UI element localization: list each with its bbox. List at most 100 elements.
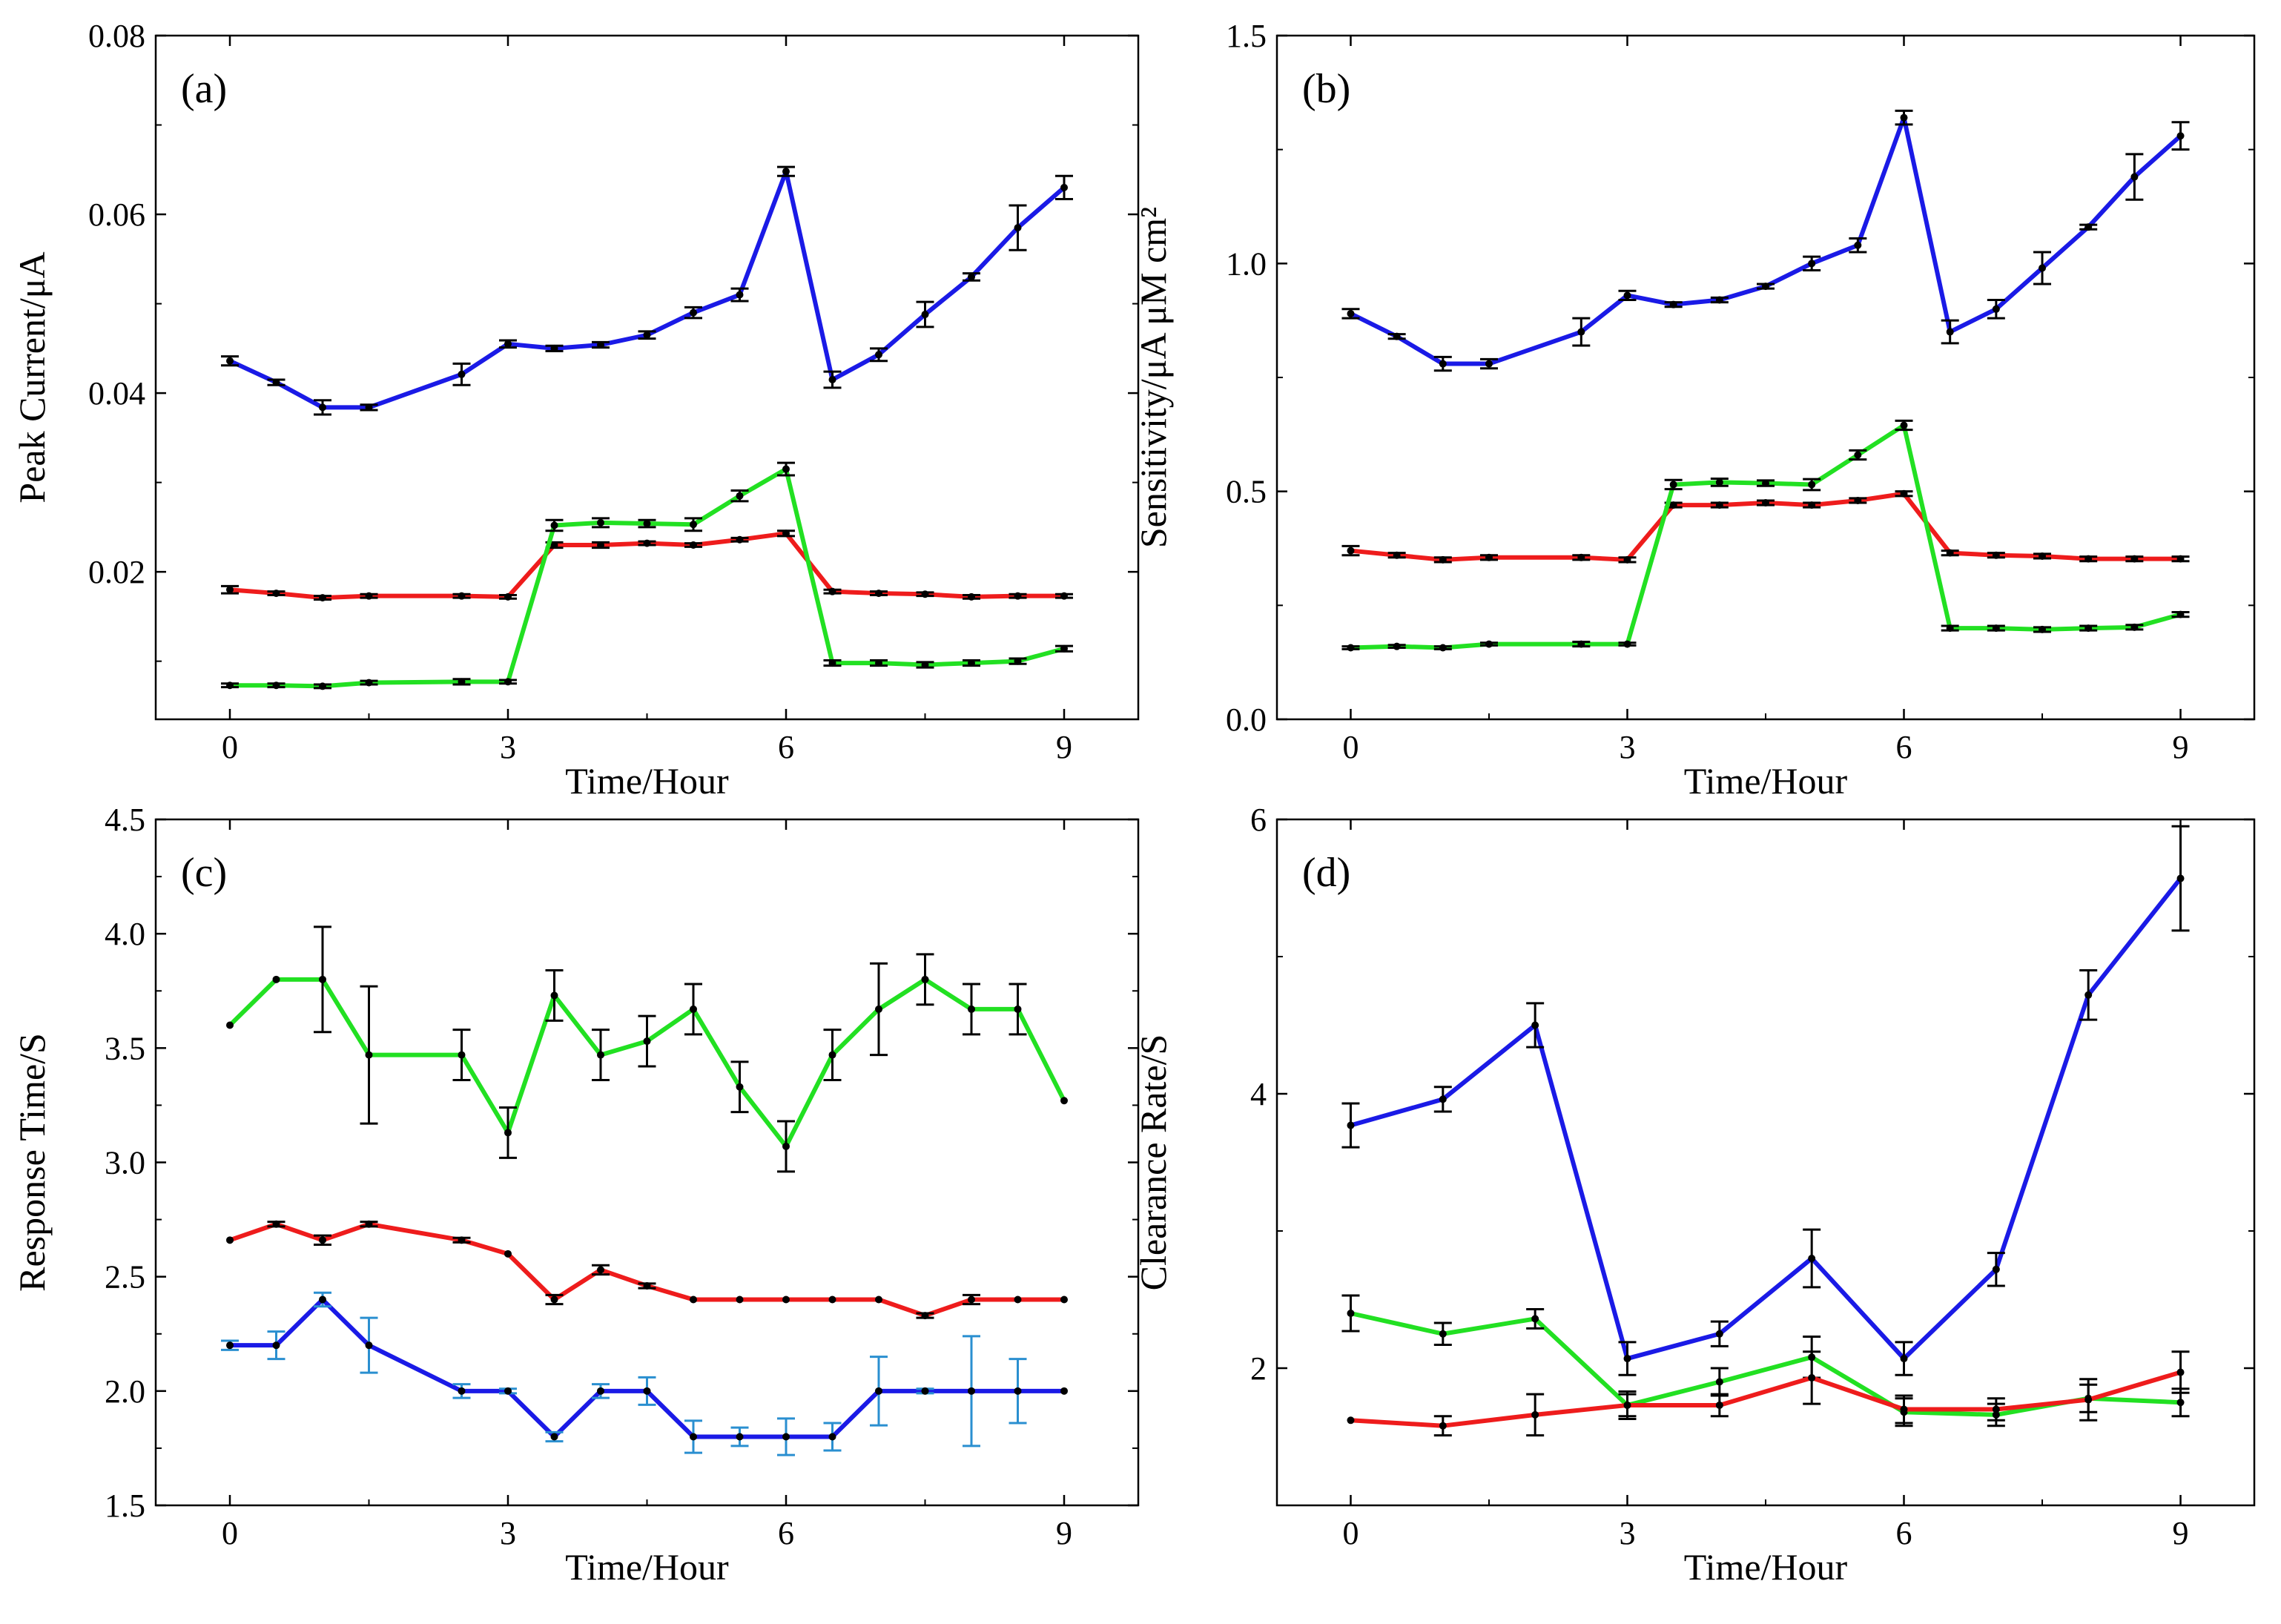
x-axis-title: Time/Hour bbox=[1684, 1546, 1848, 1588]
data-point bbox=[1347, 1416, 1355, 1425]
data-point bbox=[736, 291, 744, 299]
data-point bbox=[828, 587, 836, 595]
panel-label: (a) bbox=[181, 66, 227, 112]
y-tick-label: 0.04 bbox=[88, 375, 145, 412]
data-point bbox=[597, 518, 604, 527]
data-point bbox=[226, 586, 234, 594]
x-tick-label: 9 bbox=[1056, 729, 1072, 765]
data-point bbox=[319, 1236, 326, 1244]
data-point bbox=[828, 1433, 836, 1441]
data-point bbox=[2084, 555, 2093, 563]
data-point bbox=[2176, 874, 2185, 882]
data-point bbox=[2039, 552, 2047, 560]
data-point bbox=[2130, 173, 2139, 181]
x-tick-label: 6 bbox=[1896, 1515, 1912, 1551]
data-point bbox=[643, 1037, 651, 1046]
data-point bbox=[365, 1220, 373, 1228]
data-point bbox=[1014, 657, 1022, 665]
data-point bbox=[226, 1236, 234, 1244]
data-point bbox=[1347, 309, 1355, 317]
data-point bbox=[1715, 296, 1723, 304]
data-point bbox=[968, 659, 975, 667]
series-red bbox=[226, 1220, 1068, 1320]
data-point bbox=[643, 539, 651, 547]
y-tick-label: 4.0 bbox=[105, 916, 145, 952]
data-point bbox=[921, 311, 929, 319]
x-tick-label: 0 bbox=[1342, 1515, 1359, 1551]
data-point bbox=[782, 168, 790, 176]
data-point bbox=[1715, 1401, 1723, 1409]
series-line-red bbox=[1350, 491, 2181, 562]
data-point bbox=[504, 1250, 512, 1258]
data-point bbox=[875, 659, 882, 667]
data-point bbox=[1577, 553, 1585, 561]
data-point bbox=[1715, 1330, 1723, 1338]
data-point bbox=[550, 1433, 558, 1441]
y-axis-title: Clearance Rate/S bbox=[1132, 1034, 1174, 1291]
data-point bbox=[458, 1387, 466, 1395]
data-point bbox=[1014, 1005, 1022, 1013]
data-point bbox=[1347, 547, 1355, 555]
series-red bbox=[1347, 1350, 2190, 1437]
y-tick-label: 3.5 bbox=[105, 1030, 145, 1066]
data-point bbox=[1439, 644, 1447, 652]
data-point bbox=[2130, 623, 2139, 631]
data-point bbox=[365, 1051, 373, 1059]
data-point bbox=[1900, 113, 1908, 122]
data-point bbox=[2176, 132, 2185, 140]
data-point bbox=[2176, 555, 2185, 563]
data-point bbox=[2084, 991, 2093, 999]
series-line-blue bbox=[230, 1297, 1064, 1439]
series-red bbox=[221, 529, 1073, 602]
data-point bbox=[736, 1295, 744, 1304]
data-point bbox=[1715, 1378, 1723, 1386]
x-tick-label: 3 bbox=[500, 1515, 516, 1551]
data-point bbox=[782, 1433, 790, 1441]
data-point bbox=[736, 492, 744, 500]
series-line-green bbox=[228, 977, 1066, 1149]
data-point bbox=[1669, 481, 1677, 489]
y-axis-title: Response Time/S bbox=[11, 1033, 53, 1292]
series-green bbox=[226, 925, 1068, 1173]
data-point bbox=[1577, 328, 1585, 336]
data-point bbox=[458, 1051, 466, 1059]
data-point bbox=[226, 681, 234, 690]
data-point bbox=[968, 273, 975, 281]
data-point bbox=[1623, 1355, 1631, 1363]
x-tick-label: 6 bbox=[778, 1515, 794, 1551]
data-point bbox=[1014, 1387, 1022, 1395]
series-blue bbox=[221, 165, 1073, 416]
x-axis-title: Time/Hour bbox=[565, 760, 729, 802]
data-point bbox=[319, 682, 326, 690]
y-axis-title: Sensitivity/μA μM cm² bbox=[1132, 207, 1174, 548]
data-point bbox=[690, 1433, 697, 1441]
data-point bbox=[1439, 555, 1447, 564]
data-point bbox=[1992, 624, 2000, 633]
data-point bbox=[504, 678, 512, 686]
data-point bbox=[1014, 224, 1022, 232]
data-point bbox=[1347, 1310, 1355, 1317]
data-point bbox=[1014, 592, 1022, 600]
data-point bbox=[968, 1295, 975, 1304]
data-point bbox=[968, 1005, 975, 1013]
data-point bbox=[458, 1236, 466, 1244]
data-point bbox=[690, 541, 697, 549]
series-green bbox=[1341, 419, 2190, 652]
data-point bbox=[458, 678, 466, 686]
data-point bbox=[504, 593, 512, 601]
data-point bbox=[643, 331, 651, 339]
data-point bbox=[1531, 1410, 1539, 1419]
data-point bbox=[1439, 1095, 1447, 1103]
data-point bbox=[272, 681, 280, 690]
data-point bbox=[272, 1220, 280, 1228]
data-point bbox=[643, 1282, 651, 1290]
data-point bbox=[690, 1295, 697, 1304]
x-tick-label: 3 bbox=[500, 729, 516, 765]
data-point bbox=[921, 590, 929, 598]
data-point bbox=[875, 1295, 882, 1304]
series-blue bbox=[1341, 109, 2190, 372]
data-point bbox=[1623, 555, 1631, 564]
data-point bbox=[1992, 1405, 2000, 1413]
data-point bbox=[226, 1021, 234, 1029]
